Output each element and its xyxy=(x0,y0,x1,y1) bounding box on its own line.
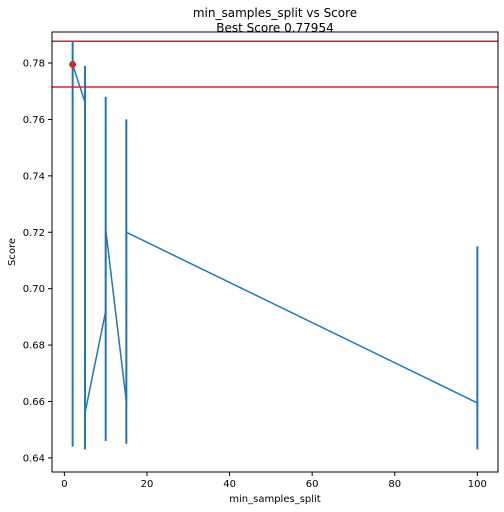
x-tick-label-3: 60 xyxy=(306,479,319,490)
series-line-0 xyxy=(71,64,478,413)
best-point-group xyxy=(69,60,77,68)
series-group xyxy=(71,64,478,413)
y-tick-label-0: 0.64 xyxy=(23,453,45,464)
y-tick-label-5: 0.74 xyxy=(23,171,45,182)
plot-area-background xyxy=(52,32,498,472)
y-tick-label-3: 0.70 xyxy=(23,284,45,295)
best-score-point xyxy=(69,60,77,68)
y-axis-ticks: 0.64 0.66 0.68 0.70 0.72 0.74 0.76 0.78 xyxy=(23,59,52,464)
plot-frame xyxy=(51,31,499,473)
chart-subtitle: Best Score 0.77954 xyxy=(216,21,333,35)
chart-title: min_samples_split vs Score xyxy=(193,6,357,20)
x-tick-label-2: 40 xyxy=(223,479,236,490)
x-axis-ticks: 0 20 40 60 80 100 xyxy=(61,472,487,490)
x-tick-label-0: 0 xyxy=(61,479,67,490)
reference-lines-group xyxy=(52,40,498,88)
x-tick-label-5: 100 xyxy=(468,479,487,490)
y-tick-label-4: 0.72 xyxy=(23,228,45,239)
y-axis-label: Score xyxy=(7,238,18,266)
y-tick-label-7: 0.78 xyxy=(23,59,45,70)
y-tick-label-6: 0.76 xyxy=(23,115,45,126)
x-axis-label: min_samples_split xyxy=(229,494,321,505)
x-tick-label-1: 20 xyxy=(141,479,154,490)
x-tick-label-4: 80 xyxy=(388,479,401,490)
y-tick-label-1: 0.66 xyxy=(23,397,45,408)
y-tick-label-2: 0.68 xyxy=(23,341,45,352)
